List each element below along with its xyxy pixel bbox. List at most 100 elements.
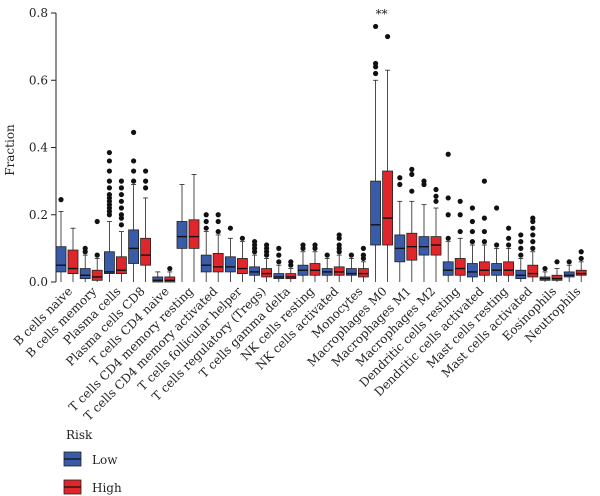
outlier-point bbox=[433, 198, 439, 204]
box bbox=[128, 229, 140, 264]
outlier-point bbox=[518, 245, 524, 251]
box bbox=[515, 269, 527, 280]
outlier-point bbox=[131, 129, 137, 135]
outlier-point bbox=[94, 218, 100, 225]
outlier-point bbox=[167, 265, 173, 272]
outlier-point bbox=[118, 191, 124, 198]
legend-label: Low bbox=[92, 453, 118, 467]
significance-label: ** bbox=[376, 7, 388, 21]
outlier-point bbox=[469, 239, 475, 245]
box-group bbox=[200, 212, 224, 282]
outlier-point bbox=[143, 178, 149, 184]
box-group bbox=[345, 245, 369, 282]
box bbox=[285, 273, 297, 280]
outlier-point bbox=[227, 225, 233, 231]
outlier-point bbox=[530, 232, 536, 238]
box-group bbox=[442, 151, 466, 282]
outlier-point bbox=[118, 205, 124, 211]
outlier-point bbox=[469, 205, 475, 211]
outlier-point bbox=[118, 198, 124, 204]
box-group bbox=[55, 197, 79, 282]
y-tick-label: 0.0 bbox=[29, 275, 48, 289]
outlier-point bbox=[578, 255, 584, 262]
outlier-point bbox=[433, 186, 439, 193]
box-group bbox=[224, 225, 248, 282]
outlier-point bbox=[457, 212, 463, 218]
box-group bbox=[394, 166, 418, 282]
outlier-point bbox=[143, 168, 149, 174]
outlier-point bbox=[481, 215, 487, 221]
box-group bbox=[491, 205, 515, 282]
outlier-point bbox=[131, 168, 137, 174]
outlier-point bbox=[385, 33, 391, 40]
outlier-point bbox=[215, 212, 221, 218]
outlier-point bbox=[373, 23, 379, 30]
box bbox=[236, 258, 248, 274]
outlier-point bbox=[373, 60, 379, 67]
box bbox=[91, 269, 103, 281]
y-tick-label: 0.6 bbox=[29, 73, 48, 87]
outlier-point bbox=[518, 232, 524, 238]
outlier-point bbox=[530, 239, 536, 245]
y-axis-label: Fraction bbox=[3, 124, 17, 176]
box bbox=[454, 258, 466, 276]
outlier-point bbox=[373, 70, 379, 77]
outlier-point bbox=[336, 232, 342, 238]
outlier-point bbox=[203, 225, 209, 231]
box bbox=[491, 263, 503, 276]
outlier-point bbox=[506, 242, 512, 248]
outlier-point bbox=[554, 259, 560, 265]
box bbox=[370, 180, 382, 246]
box bbox=[527, 264, 539, 278]
outlier-point bbox=[131, 178, 137, 184]
box bbox=[563, 271, 575, 278]
box-group bbox=[273, 245, 297, 282]
box bbox=[116, 256, 127, 274]
outlier-point bbox=[360, 245, 366, 251]
outlier-point bbox=[276, 252, 282, 258]
outlier-point bbox=[506, 235, 512, 241]
box bbox=[249, 266, 261, 276]
outlier-point bbox=[518, 239, 524, 245]
box bbox=[382, 170, 394, 246]
outlier-point bbox=[215, 218, 221, 225]
outlier-point bbox=[469, 228, 475, 235]
outlier-point bbox=[324, 252, 330, 258]
box bbox=[261, 268, 273, 278]
box-group bbox=[563, 249, 587, 282]
outlier-point bbox=[106, 191, 112, 198]
box bbox=[273, 273, 285, 280]
box-group bbox=[321, 232, 345, 282]
outlier-point bbox=[106, 185, 112, 191]
outlier-point bbox=[518, 252, 524, 258]
outlier-point bbox=[94, 252, 100, 258]
box bbox=[140, 237, 152, 266]
box bbox=[575, 269, 587, 276]
outlier-point bbox=[276, 259, 282, 265]
box bbox=[551, 274, 563, 281]
outlier-point bbox=[131, 158, 137, 164]
outlier-point bbox=[530, 245, 536, 251]
outlier-point bbox=[445, 212, 451, 218]
box bbox=[333, 266, 345, 276]
outlier-point bbox=[118, 212, 124, 218]
outlier-point bbox=[58, 197, 64, 203]
box-group bbox=[249, 239, 273, 282]
outlier-point bbox=[397, 175, 403, 181]
box-group bbox=[128, 129, 152, 282]
box-group bbox=[176, 173, 200, 282]
box bbox=[152, 276, 164, 283]
legend-title: Risk bbox=[66, 428, 93, 442]
outlier-point bbox=[469, 218, 475, 225]
outlier-point bbox=[457, 198, 463, 204]
outlier-point bbox=[409, 166, 415, 172]
box bbox=[200, 254, 212, 273]
box bbox=[212, 253, 224, 273]
outlier-point bbox=[360, 252, 366, 258]
outlier-point bbox=[82, 245, 88, 251]
box bbox=[164, 276, 176, 283]
outlier-point bbox=[118, 222, 124, 228]
outlier-point bbox=[106, 178, 112, 184]
box-group bbox=[370, 23, 394, 282]
